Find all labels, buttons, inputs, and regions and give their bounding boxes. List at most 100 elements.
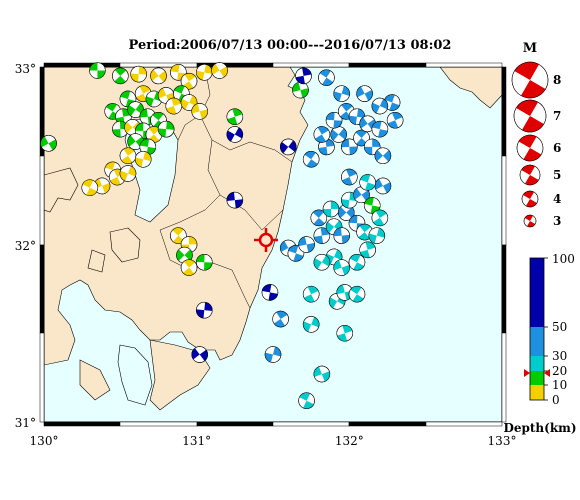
epicenter-marker — [254, 228, 278, 252]
lat-tick: 31° — [15, 416, 36, 430]
depth-tick: 100 — [552, 252, 575, 266]
focal-mechanism — [272, 310, 289, 328]
border-segment — [43, 421, 121, 427]
magnitude-header: M — [523, 41, 537, 56]
border-segment — [43, 62, 121, 68]
border-segment — [196, 421, 274, 427]
focal-mechanism — [280, 138, 297, 156]
map-border — [39, 62, 507, 427]
focal-mechanism — [363, 138, 381, 156]
focal-mechanism — [130, 65, 147, 83]
border-segment — [501, 332, 507, 423]
focal-mechanism — [313, 227, 331, 244]
focal-mechanism — [374, 177, 392, 195]
focal-mechanism — [180, 259, 198, 276]
magnitude-symbol — [521, 190, 539, 208]
border-segment — [501, 155, 507, 246]
focal-mechanism — [318, 69, 335, 86]
magnitude-symbol — [523, 214, 537, 228]
focal-mechanism — [112, 67, 129, 85]
focal-mechanism — [298, 236, 315, 253]
amakusa-island — [87, 249, 106, 273]
magnitude-symbol — [519, 164, 541, 186]
earthquake-events — [40, 62, 404, 409]
depth-tick: 20 — [552, 364, 567, 378]
depth-color-band — [530, 356, 544, 371]
focal-mechanism — [333, 227, 350, 244]
depth-color-band — [530, 371, 544, 385]
focal-mechanism — [386, 112, 404, 129]
focal-mechanism — [322, 200, 340, 218]
lat-tick: 33° — [15, 62, 36, 76]
border-segment — [348, 62, 427, 68]
focal-mechanism — [139, 138, 157, 156]
focal-mechanism — [40, 135, 57, 152]
focal-mechanism — [295, 67, 312, 85]
lat-axis: 33° 32° 31° — [15, 62, 36, 430]
lon-tick: 132° — [335, 434, 364, 448]
focal-mechanism — [196, 301, 213, 319]
magnitude-symbol — [513, 99, 547, 133]
magnitude-label: 3 — [553, 214, 561, 228]
focal-mechanism — [93, 177, 111, 195]
focal-mechanism — [371, 120, 389, 138]
focal-mechanism — [374, 147, 392, 164]
focal-mechanism — [313, 126, 331, 143]
magnitude-legend: M 8 7 6 5 4 3 — [511, 41, 561, 228]
focal-mechanism — [348, 254, 366, 271]
focal-mechanism — [261, 284, 279, 301]
border-segment — [39, 332, 45, 423]
map-area — [39, 62, 507, 427]
focal-mechanism — [341, 191, 358, 209]
lat-tick: 32° — [15, 239, 36, 253]
magnitude-label: 4 — [553, 192, 561, 206]
focal-mechanism — [341, 168, 358, 186]
border-segment — [39, 244, 45, 334]
depth-tick: 50 — [552, 320, 567, 334]
focal-mechanism — [115, 108, 132, 125]
focal-mechanism — [264, 346, 282, 363]
focal-mechanism — [341, 138, 358, 156]
focal-mechanism — [356, 85, 373, 102]
focal-mechanism — [302, 285, 320, 303]
focal-mechanism — [292, 81, 309, 99]
depth-color-band — [530, 327, 544, 356]
shikoku-land — [439, 67, 502, 109]
nagasaki-coast — [44, 167, 79, 213]
lon-tick: 130° — [30, 434, 59, 448]
focal-mechanism — [318, 138, 335, 156]
border-segment — [501, 244, 507, 334]
focal-mechanism — [313, 365, 331, 383]
border-segment — [348, 421, 427, 427]
depth-tick: 10 — [552, 378, 567, 392]
focal-mechanism — [150, 67, 167, 85]
focal-mechanism — [336, 325, 354, 342]
focal-mechanism — [371, 97, 389, 115]
focal-mechanism — [359, 241, 376, 259]
focal-mechanism — [134, 151, 152, 168]
focal-mechanism — [226, 126, 244, 143]
focal-mechanism — [363, 197, 381, 214]
focal-mechanism — [371, 209, 389, 227]
kagoshima-bay — [117, 344, 153, 406]
focal-mechanism — [359, 174, 376, 191]
focal-mechanism — [176, 246, 193, 264]
focal-mechanism — [287, 245, 305, 262]
focal-mechanism — [298, 392, 315, 409]
focal-mechanism — [81, 179, 99, 196]
focal-mechanism — [119, 165, 137, 182]
magnitude-symbol — [511, 61, 549, 99]
border-segment — [272, 421, 350, 427]
focal-mechanism — [226, 191, 244, 209]
focal-mechanism — [302, 316, 320, 333]
depth-tick: 30 — [552, 349, 567, 363]
focal-mechanism — [333, 85, 350, 102]
magnitude-label: 5 — [553, 168, 561, 182]
magnitude-symbol — [516, 134, 544, 162]
focal-mechanism — [191, 103, 208, 120]
magnitude-label: 8 — [553, 73, 561, 87]
focal-mechanism — [157, 120, 175, 138]
depth-pointer — [524, 369, 530, 377]
lon-axis: 130° 131° 132° 133° — [30, 434, 517, 448]
